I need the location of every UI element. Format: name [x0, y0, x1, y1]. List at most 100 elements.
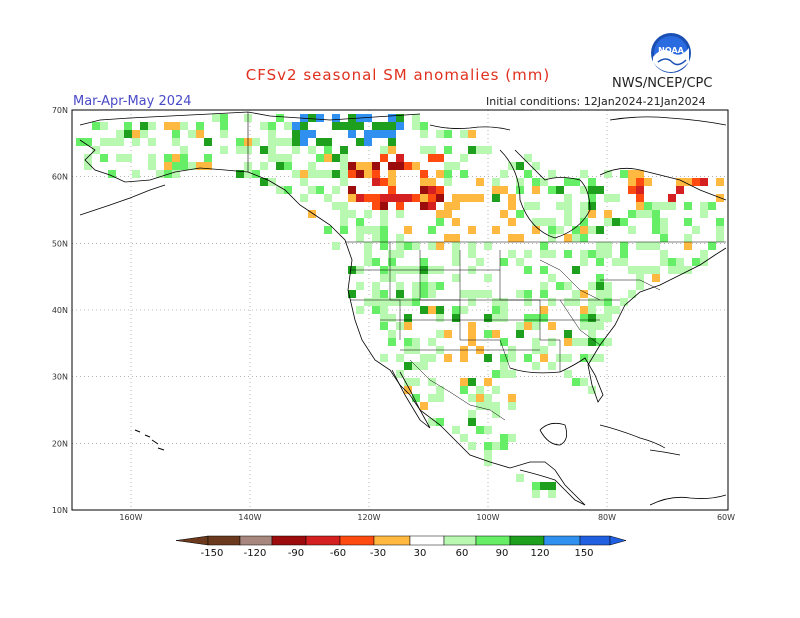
anomaly-cell: [636, 186, 644, 194]
anomaly-cell: [340, 122, 348, 130]
anomaly-cell: [132, 130, 140, 138]
anomaly-cell: [524, 202, 532, 210]
anomaly-cell: [372, 290, 380, 298]
anomaly-cell: [388, 250, 396, 258]
anomaly-cell: [356, 282, 364, 290]
anomaly-cell: [492, 370, 500, 378]
anomaly-cell: [460, 170, 468, 178]
anomaly-cell: [596, 282, 604, 290]
anomaly-cell: [588, 386, 596, 394]
anomaly-cell: [716, 234, 724, 242]
anomaly-cell: [396, 202, 404, 210]
coastlines: [79, 111, 727, 506]
anomaly-cell: [532, 338, 540, 346]
anomaly-cell: [396, 234, 404, 242]
anomaly-cell: [420, 258, 428, 266]
anomaly-cell: [684, 242, 692, 250]
anomaly-cell: [476, 178, 484, 186]
anomaly-cell: [428, 154, 436, 162]
anomaly-cell: [636, 202, 644, 210]
anomaly-cell: [540, 242, 548, 250]
anomaly-cell: [380, 130, 388, 138]
anomaly-cell: [308, 186, 316, 194]
anomaly-cell: [556, 202, 564, 210]
anomaly-cell: [260, 162, 268, 170]
colorbar-segment: [271, 535, 307, 546]
anomaly-cell: [604, 210, 612, 218]
anomaly-cell: [588, 194, 596, 202]
anomaly-cell: [612, 306, 620, 314]
anomaly-cell: [516, 210, 524, 218]
anomaly-cell: [500, 354, 508, 362]
anomaly-cell: [564, 234, 572, 242]
anomaly-cell: [508, 202, 516, 210]
anomaly-cell: [452, 426, 460, 434]
anomaly-cell: [452, 274, 460, 282]
anomaly-cell: [500, 210, 508, 218]
anomaly-cell: [372, 162, 380, 170]
anomaly-cell: [516, 178, 524, 186]
anomaly-cell: [476, 386, 484, 394]
anomaly-cell: [532, 202, 540, 210]
anomaly-cell: [340, 226, 348, 234]
anomaly-cell: [356, 194, 364, 202]
colorbar-segment: [543, 535, 581, 546]
anomaly-cell: [588, 314, 596, 322]
anomaly-cell: [508, 394, 516, 402]
anomaly-cell: [420, 290, 428, 298]
anomaly-cell: [492, 306, 500, 314]
anomaly-cell: [316, 170, 324, 178]
anomaly-cell: [708, 202, 716, 210]
anomaly-cell: [372, 306, 380, 314]
anomaly-cell: [476, 146, 484, 154]
anomaly-cell: [348, 210, 356, 218]
anomaly-cell: [588, 322, 596, 330]
anomaly-cell: [572, 178, 580, 186]
anomaly-cell: [516, 322, 524, 330]
anomaly-cell: [108, 170, 116, 178]
anomaly-cell: [364, 226, 372, 234]
anomaly-cell: [220, 146, 228, 154]
anomaly-cell: [356, 306, 364, 314]
anomaly-cell: [124, 130, 132, 138]
anomaly-cell: [356, 122, 364, 130]
anomaly-cell: [124, 154, 132, 162]
anomaly-cell: [380, 274, 388, 282]
anomaly-cell: [324, 154, 332, 162]
anomaly-cell: [380, 122, 388, 130]
anomaly-cell: [364, 298, 372, 306]
anomaly-cell: [420, 178, 428, 186]
anomaly-cell: [348, 186, 356, 194]
anomaly-cell: [388, 122, 396, 130]
anomaly-cell: [580, 226, 588, 234]
anomaly-cell: [660, 258, 668, 266]
anomaly-cell: [660, 234, 668, 242]
anomaly-cell: [148, 162, 156, 170]
lon-label: 140W: [238, 513, 261, 522]
anomaly-cell: [564, 338, 572, 346]
anomaly-cell: [716, 226, 724, 234]
anomaly-cell: [436, 394, 444, 402]
anomaly-cell: [100, 154, 108, 162]
anomaly-cell: [348, 114, 356, 122]
anomaly-cell: [380, 210, 388, 218]
anomaly-cell: [548, 322, 556, 330]
anomaly-cell: [444, 146, 452, 154]
colorbar-segment: [579, 535, 611, 546]
anomaly-cell: [340, 210, 348, 218]
anomaly-cell: [236, 146, 244, 154]
anomaly-cell: [84, 154, 92, 162]
anomaly-cell: [156, 170, 164, 178]
anomaly-cell: [364, 114, 372, 122]
anomaly-cell: [652, 210, 660, 218]
anomaly-cell: [588, 298, 596, 306]
anomaly-cell: [236, 170, 244, 178]
lon-label: 60W: [717, 513, 735, 522]
svg-text:NOAA: NOAA: [658, 46, 684, 55]
anomaly-cell: [404, 386, 412, 394]
anomaly-cell: [660, 218, 668, 226]
anomaly-cell: [428, 146, 436, 154]
anomaly-cell: [436, 130, 444, 138]
anomaly-cell: [404, 242, 412, 250]
anomaly-cell: [572, 226, 580, 234]
